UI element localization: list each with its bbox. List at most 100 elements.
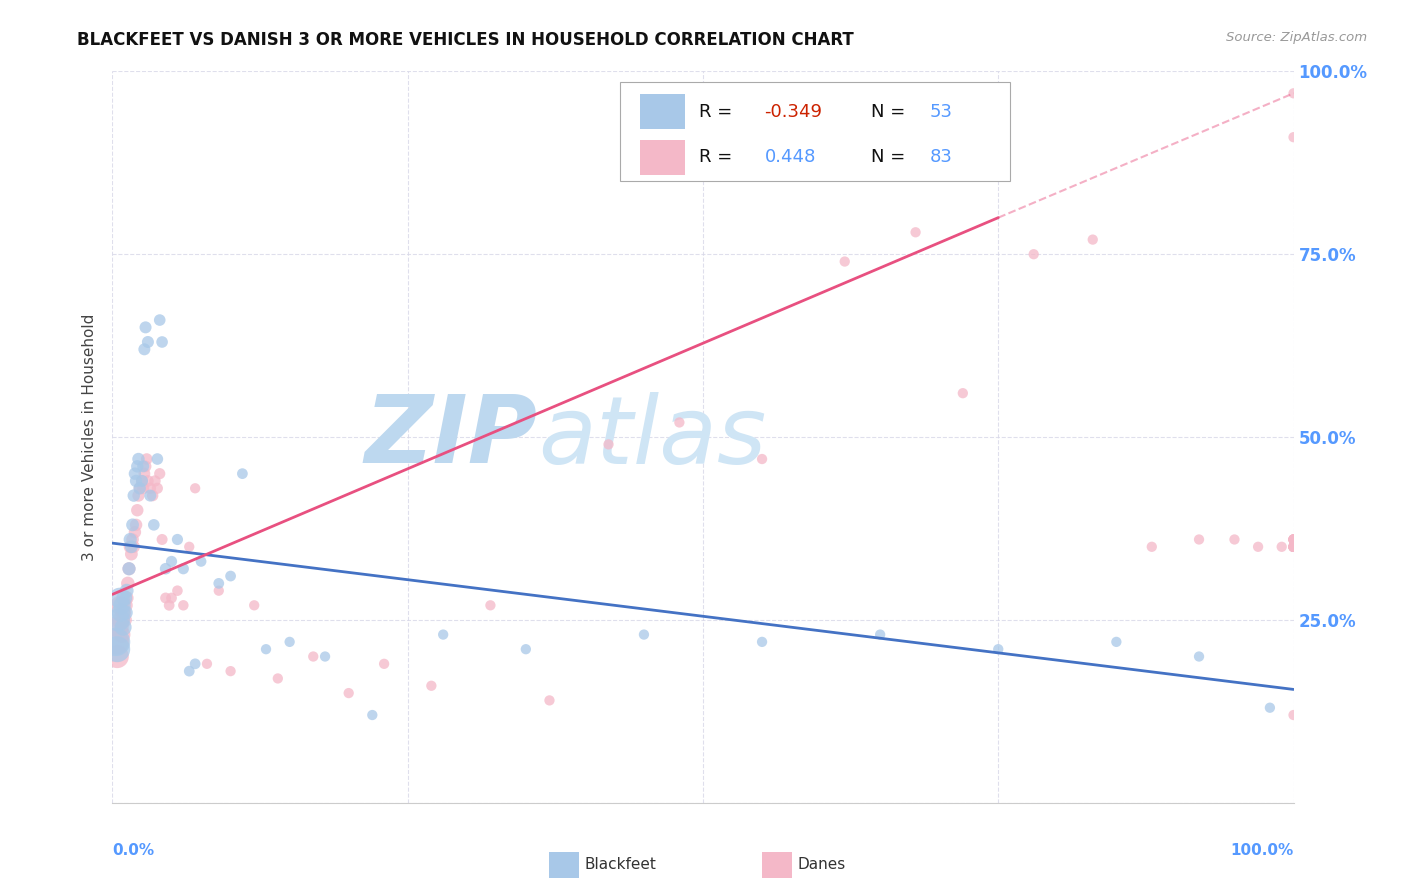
Point — [135, 452, 157, 467]
Point — [373, 657, 395, 671]
Text: 100.0%: 100.0% — [1230, 843, 1294, 858]
Point — [1271, 540, 1294, 554]
Point — [208, 576, 231, 591]
Point — [118, 562, 141, 576]
Point — [128, 481, 150, 495]
Point — [219, 569, 242, 583]
Point — [515, 642, 537, 657]
Point — [139, 481, 162, 495]
Point — [166, 583, 188, 598]
Text: Source: ZipAtlas.com: Source: ZipAtlas.com — [1226, 31, 1367, 45]
Point — [208, 583, 231, 598]
Point — [121, 517, 143, 532]
Point — [179, 664, 201, 678]
Point — [952, 386, 974, 401]
Point — [834, 254, 856, 268]
Point — [160, 591, 183, 605]
Point — [110, 613, 132, 627]
Point — [131, 474, 153, 488]
Text: -0.349: -0.349 — [765, 103, 823, 120]
Point — [120, 540, 142, 554]
Point — [1247, 540, 1270, 554]
Point — [254, 642, 277, 657]
Point — [314, 649, 336, 664]
Point — [155, 591, 177, 605]
Point — [150, 334, 173, 349]
Point — [108, 599, 131, 613]
Point — [1282, 533, 1305, 547]
Point — [1282, 130, 1305, 145]
Point — [1282, 708, 1305, 723]
Point — [1282, 540, 1305, 554]
Point — [127, 503, 149, 517]
Point — [420, 679, 443, 693]
Point — [179, 540, 201, 554]
Point — [114, 599, 136, 613]
Point — [1282, 540, 1305, 554]
Point — [302, 649, 325, 664]
Point — [112, 620, 135, 634]
Point — [1140, 540, 1163, 554]
Text: N =: N = — [870, 148, 911, 166]
Point — [120, 540, 142, 554]
Point — [107, 620, 129, 634]
Point — [149, 467, 172, 481]
Text: R =: R = — [699, 103, 738, 120]
Point — [1282, 533, 1305, 547]
Point — [1258, 700, 1281, 714]
Point — [166, 533, 188, 547]
Point — [132, 459, 155, 474]
Point — [1282, 540, 1305, 554]
Point — [135, 459, 157, 474]
Point — [112, 606, 135, 620]
Point — [132, 481, 155, 495]
Point — [122, 540, 145, 554]
Point — [121, 533, 143, 547]
Point — [538, 693, 561, 707]
FancyBboxPatch shape — [620, 82, 1010, 181]
Point — [598, 437, 620, 451]
Point — [1282, 87, 1305, 101]
Point — [987, 642, 1010, 657]
Point — [1282, 540, 1305, 554]
Point — [114, 606, 136, 620]
Text: N =: N = — [870, 103, 911, 120]
Point — [111, 599, 134, 613]
Point — [1282, 540, 1305, 554]
Point — [1022, 247, 1045, 261]
Point — [128, 481, 150, 495]
Point — [869, 627, 891, 641]
Point — [751, 452, 773, 467]
Point — [157, 599, 180, 613]
Text: BLACKFEET VS DANISH 3 OR MORE VEHICLES IN HOUSEHOLD CORRELATION CHART: BLACKFEET VS DANISH 3 OR MORE VEHICLES I… — [77, 31, 853, 49]
Point — [142, 489, 165, 503]
Text: 0.448: 0.448 — [765, 148, 815, 166]
Point — [1282, 540, 1305, 554]
Point — [1282, 540, 1305, 554]
FancyBboxPatch shape — [640, 94, 685, 129]
Point — [1282, 540, 1305, 554]
Point — [118, 562, 141, 576]
Point — [1282, 533, 1305, 547]
Point — [115, 583, 138, 598]
Point — [105, 635, 128, 649]
Point — [105, 635, 128, 649]
Point — [278, 635, 301, 649]
Point — [361, 708, 384, 723]
Text: 53: 53 — [929, 103, 953, 120]
Point — [1282, 533, 1305, 547]
Point — [142, 517, 165, 532]
Point — [184, 657, 207, 671]
Point — [633, 627, 655, 641]
Point — [1188, 533, 1211, 547]
Point — [125, 517, 148, 532]
Point — [112, 613, 135, 627]
Point — [1282, 533, 1305, 547]
Point — [479, 599, 502, 613]
Point — [122, 489, 145, 503]
Point — [135, 320, 157, 334]
Point — [155, 562, 177, 576]
Point — [127, 489, 149, 503]
Text: 0.0%: 0.0% — [112, 843, 155, 858]
Point — [120, 533, 142, 547]
